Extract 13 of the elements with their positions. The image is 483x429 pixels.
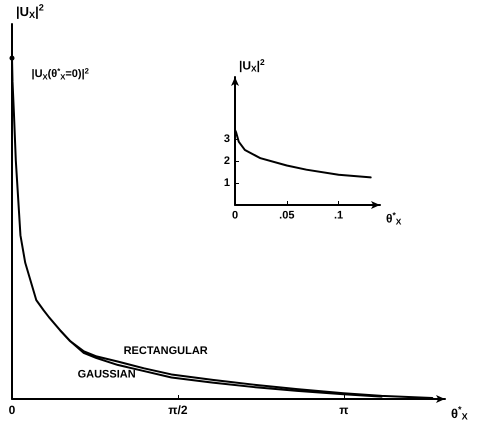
x-tick-label: π/2 [168, 403, 188, 417]
x-tick-label: 0 [8, 403, 16, 417]
x-tick-label: 0 [232, 210, 238, 222]
series-label: GAUSSIAN [78, 368, 136, 380]
x-axis-title: θ*X [386, 210, 402, 227]
y-tick-label: 1 [224, 176, 230, 189]
y-tick-label: 2 [224, 154, 230, 167]
x-tick-label: .05 [279, 210, 294, 222]
series-label: RECTANGULAR [124, 345, 208, 357]
x-tick-label: .1 [334, 210, 344, 222]
x-axis-title: θ*X [451, 404, 468, 422]
y-tick-label: 3 [224, 132, 230, 145]
x-tick-label: π [339, 403, 348, 417]
